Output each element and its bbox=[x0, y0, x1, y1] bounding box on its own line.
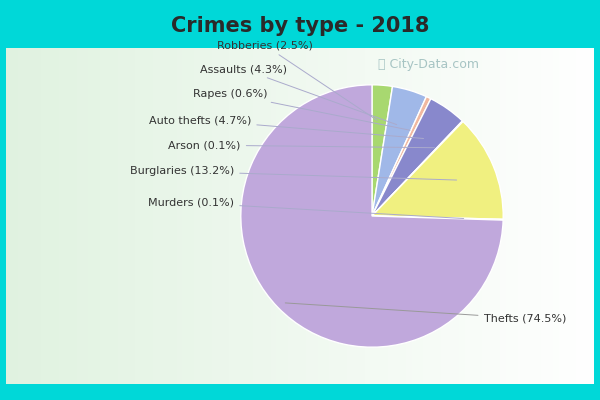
Text: Arson (0.1%): Arson (0.1%) bbox=[169, 140, 434, 150]
Wedge shape bbox=[372, 96, 431, 216]
Text: Auto thefts (4.7%): Auto thefts (4.7%) bbox=[149, 115, 424, 138]
Wedge shape bbox=[372, 86, 427, 216]
Wedge shape bbox=[372, 121, 463, 216]
Text: ⓘ City-Data.com: ⓘ City-Data.com bbox=[378, 58, 479, 71]
Wedge shape bbox=[372, 99, 463, 216]
Wedge shape bbox=[241, 85, 503, 347]
Text: Murders (0.1%): Murders (0.1%) bbox=[148, 198, 464, 218]
Wedge shape bbox=[372, 85, 392, 216]
Text: Assaults (4.3%): Assaults (4.3%) bbox=[200, 64, 397, 124]
Text: Rapes (0.6%): Rapes (0.6%) bbox=[193, 89, 410, 130]
Wedge shape bbox=[372, 122, 503, 219]
Text: Robberies (2.5%): Robberies (2.5%) bbox=[217, 40, 377, 120]
Text: Burglaries (13.2%): Burglaries (13.2%) bbox=[130, 166, 457, 180]
Text: Crimes by type - 2018: Crimes by type - 2018 bbox=[171, 16, 429, 36]
Text: Thefts (74.5%): Thefts (74.5%) bbox=[285, 303, 566, 323]
Wedge shape bbox=[372, 216, 503, 220]
